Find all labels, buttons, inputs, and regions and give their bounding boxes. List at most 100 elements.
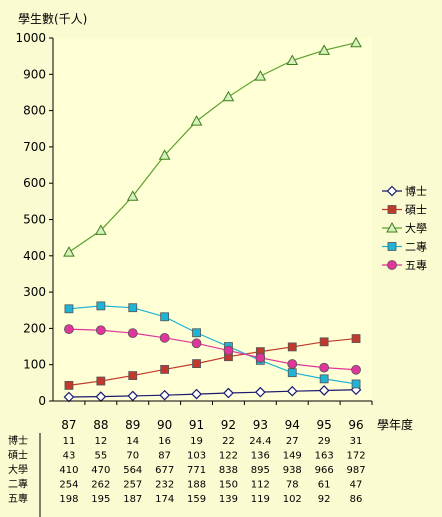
table-cell: 771 bbox=[187, 465, 206, 476]
series-2-point bbox=[128, 371, 138, 380]
table-cell: 895 bbox=[251, 465, 270, 476]
series-2-point bbox=[64, 380, 74, 390]
series-2-point bbox=[351, 334, 361, 343]
series-3-point bbox=[63, 246, 75, 257]
y-tick-label: 400 bbox=[23, 249, 46, 263]
x-tick-label: 96 bbox=[348, 418, 363, 432]
table-cell: 254 bbox=[59, 480, 78, 491]
table-cell: 159 bbox=[187, 494, 206, 505]
y-ticks: 0 100 200 300 400 500 600 700 800 900 1000 bbox=[15, 31, 53, 408]
table-cell: 470 bbox=[91, 465, 110, 476]
y-tick-label: 1000 bbox=[15, 31, 46, 45]
series-4-point bbox=[64, 304, 74, 314]
x-tick-label: 88 bbox=[93, 418, 108, 432]
y-tick-label: 600 bbox=[23, 176, 46, 190]
y-tick-label: 900 bbox=[23, 67, 46, 81]
series-4-point bbox=[160, 312, 170, 322]
table-cell: 87 bbox=[158, 451, 171, 462]
y-tick-label: 500 bbox=[23, 213, 46, 227]
legend-marker bbox=[386, 221, 398, 233]
x-tick-label: 94 bbox=[285, 418, 300, 432]
series-3-point bbox=[158, 149, 171, 160]
table-cell: 187 bbox=[123, 494, 142, 505]
table-cell: 61 bbox=[318, 480, 331, 491]
x-tick-label: 93 bbox=[253, 418, 268, 432]
table-cell: 966 bbox=[315, 465, 334, 476]
table-cell: 136 bbox=[251, 451, 270, 462]
y-tick-label: 200 bbox=[23, 321, 46, 335]
table-cell: 163 bbox=[315, 451, 334, 462]
table-cell: 139 bbox=[219, 494, 238, 505]
legend-marker bbox=[387, 260, 397, 270]
series-3-point bbox=[222, 90, 235, 102]
plot-area bbox=[53, 38, 372, 401]
table-cell: 838 bbox=[219, 465, 238, 476]
series-line-4 bbox=[68, 305, 357, 385]
table-cell: 24.4 bbox=[249, 436, 271, 447]
series-5-point bbox=[351, 364, 361, 375]
x-tick-label: 95 bbox=[317, 418, 332, 432]
y-tick-label: 0 bbox=[38, 394, 46, 408]
table-cell: 70 bbox=[126, 451, 139, 462]
series-4-point bbox=[287, 368, 297, 378]
series-3-point bbox=[318, 44, 330, 55]
series-2-point bbox=[287, 342, 297, 352]
series-3-point bbox=[350, 36, 362, 48]
x-tick-label: 89 bbox=[125, 418, 140, 432]
table-cell: 122 bbox=[219, 451, 238, 462]
series-line-2 bbox=[68, 337, 357, 386]
series-3-point bbox=[190, 115, 203, 126]
table-cell: 14 bbox=[126, 436, 139, 447]
series-line-5 bbox=[68, 328, 357, 371]
legend-label: 大學 bbox=[405, 221, 427, 235]
series-5-point bbox=[287, 359, 298, 369]
table-cell: 410 bbox=[59, 465, 78, 476]
table-row-header: 二專 bbox=[8, 478, 28, 491]
table-cell: 198 bbox=[59, 494, 78, 505]
series-3-point bbox=[286, 54, 299, 66]
table-cell: 11 bbox=[63, 436, 76, 447]
series-1-point bbox=[286, 385, 298, 397]
y-tick-label: 700 bbox=[23, 140, 46, 154]
table-cell: 31 bbox=[350, 436, 363, 447]
table-cell: 16 bbox=[158, 436, 171, 447]
table-cell: 677 bbox=[155, 465, 174, 476]
series-line-1 bbox=[68, 389, 357, 398]
series-5-point bbox=[64, 324, 74, 335]
table-cell: 149 bbox=[283, 451, 302, 462]
table-cell: 102 bbox=[283, 494, 302, 505]
table-cell: 150 bbox=[219, 480, 238, 491]
series-2-point bbox=[319, 337, 329, 347]
legend-label: 五專 bbox=[405, 259, 427, 272]
series-1-point bbox=[63, 391, 75, 403]
table-cell: 257 bbox=[123, 480, 142, 491]
series-4-point bbox=[128, 303, 138, 313]
x-axis-label: 學年度 bbox=[377, 417, 413, 432]
series-3-point bbox=[126, 190, 139, 201]
series-4-point bbox=[192, 328, 201, 338]
series-5-point bbox=[319, 362, 330, 373]
series-1-point bbox=[159, 389, 170, 401]
legend-label: 博士 bbox=[405, 185, 427, 198]
table-cell: 103 bbox=[187, 451, 206, 462]
table-cell: 262 bbox=[91, 480, 110, 491]
table-cell: 22 bbox=[222, 436, 235, 447]
table-cell: 188 bbox=[187, 480, 206, 491]
table-cell: 12 bbox=[94, 436, 107, 447]
series-2-point bbox=[160, 365, 170, 374]
y-axis-label: 學生數(千人) bbox=[18, 12, 87, 26]
series-2-point bbox=[192, 359, 201, 369]
table-cell: 195 bbox=[91, 494, 110, 505]
data-table: 博士 11 12 14 16 19 22 24.4 27 29 31 碩士 43 55 70 87 103 122… bbox=[8, 433, 366, 517]
table-cell: 19 bbox=[190, 436, 203, 447]
series-1-point bbox=[127, 390, 139, 402]
table-row-header: 博士 bbox=[8, 434, 28, 447]
x-ticks: 87 88 89 90 91 92 93 94 95 96 bbox=[61, 401, 373, 432]
series-lines bbox=[63, 36, 362, 403]
series-4-point bbox=[351, 379, 361, 389]
table-row-header: 五專 bbox=[8, 492, 28, 505]
legend-marker bbox=[386, 185, 398, 197]
table-cell: 119 bbox=[251, 494, 270, 505]
